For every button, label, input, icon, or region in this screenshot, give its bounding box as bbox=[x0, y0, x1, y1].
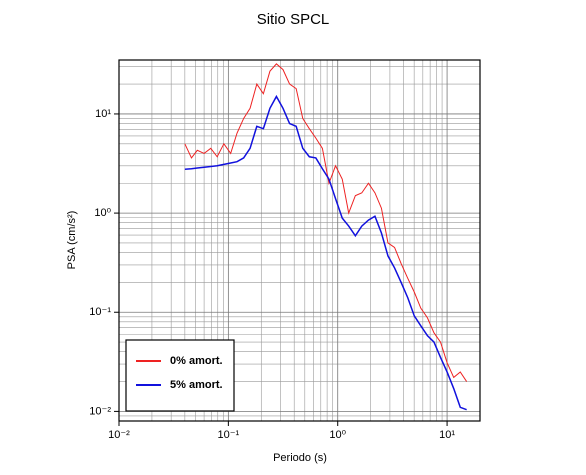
series-line bbox=[184, 94, 467, 411]
x-tick-label: 10⁰ bbox=[329, 429, 346, 441]
y-tick-label: 10⁰ bbox=[94, 207, 111, 219]
y-tick-label: 10⁻² bbox=[89, 405, 111, 417]
chart-title: Sitio SPCL bbox=[257, 11, 330, 28]
x-tick-label: 10⁻¹ bbox=[218, 429, 240, 441]
legend-box bbox=[125, 339, 235, 412]
plot-frame bbox=[118, 59, 481, 422]
y-tick-label: 10⁻¹ bbox=[89, 306, 111, 318]
x-tick-label: 10¹ bbox=[439, 429, 455, 441]
x-tick-label: 10⁻² bbox=[108, 429, 130, 441]
series-line bbox=[184, 63, 468, 382]
y-tick-label: 10¹ bbox=[95, 108, 111, 120]
legend-label: 0% amort. bbox=[170, 355, 223, 367]
y-axis-label: PSA (cm/s²) bbox=[66, 211, 78, 270]
legend-label: 5% amort. bbox=[170, 379, 223, 391]
x-axis-label: Periodo (s) bbox=[273, 452, 327, 464]
